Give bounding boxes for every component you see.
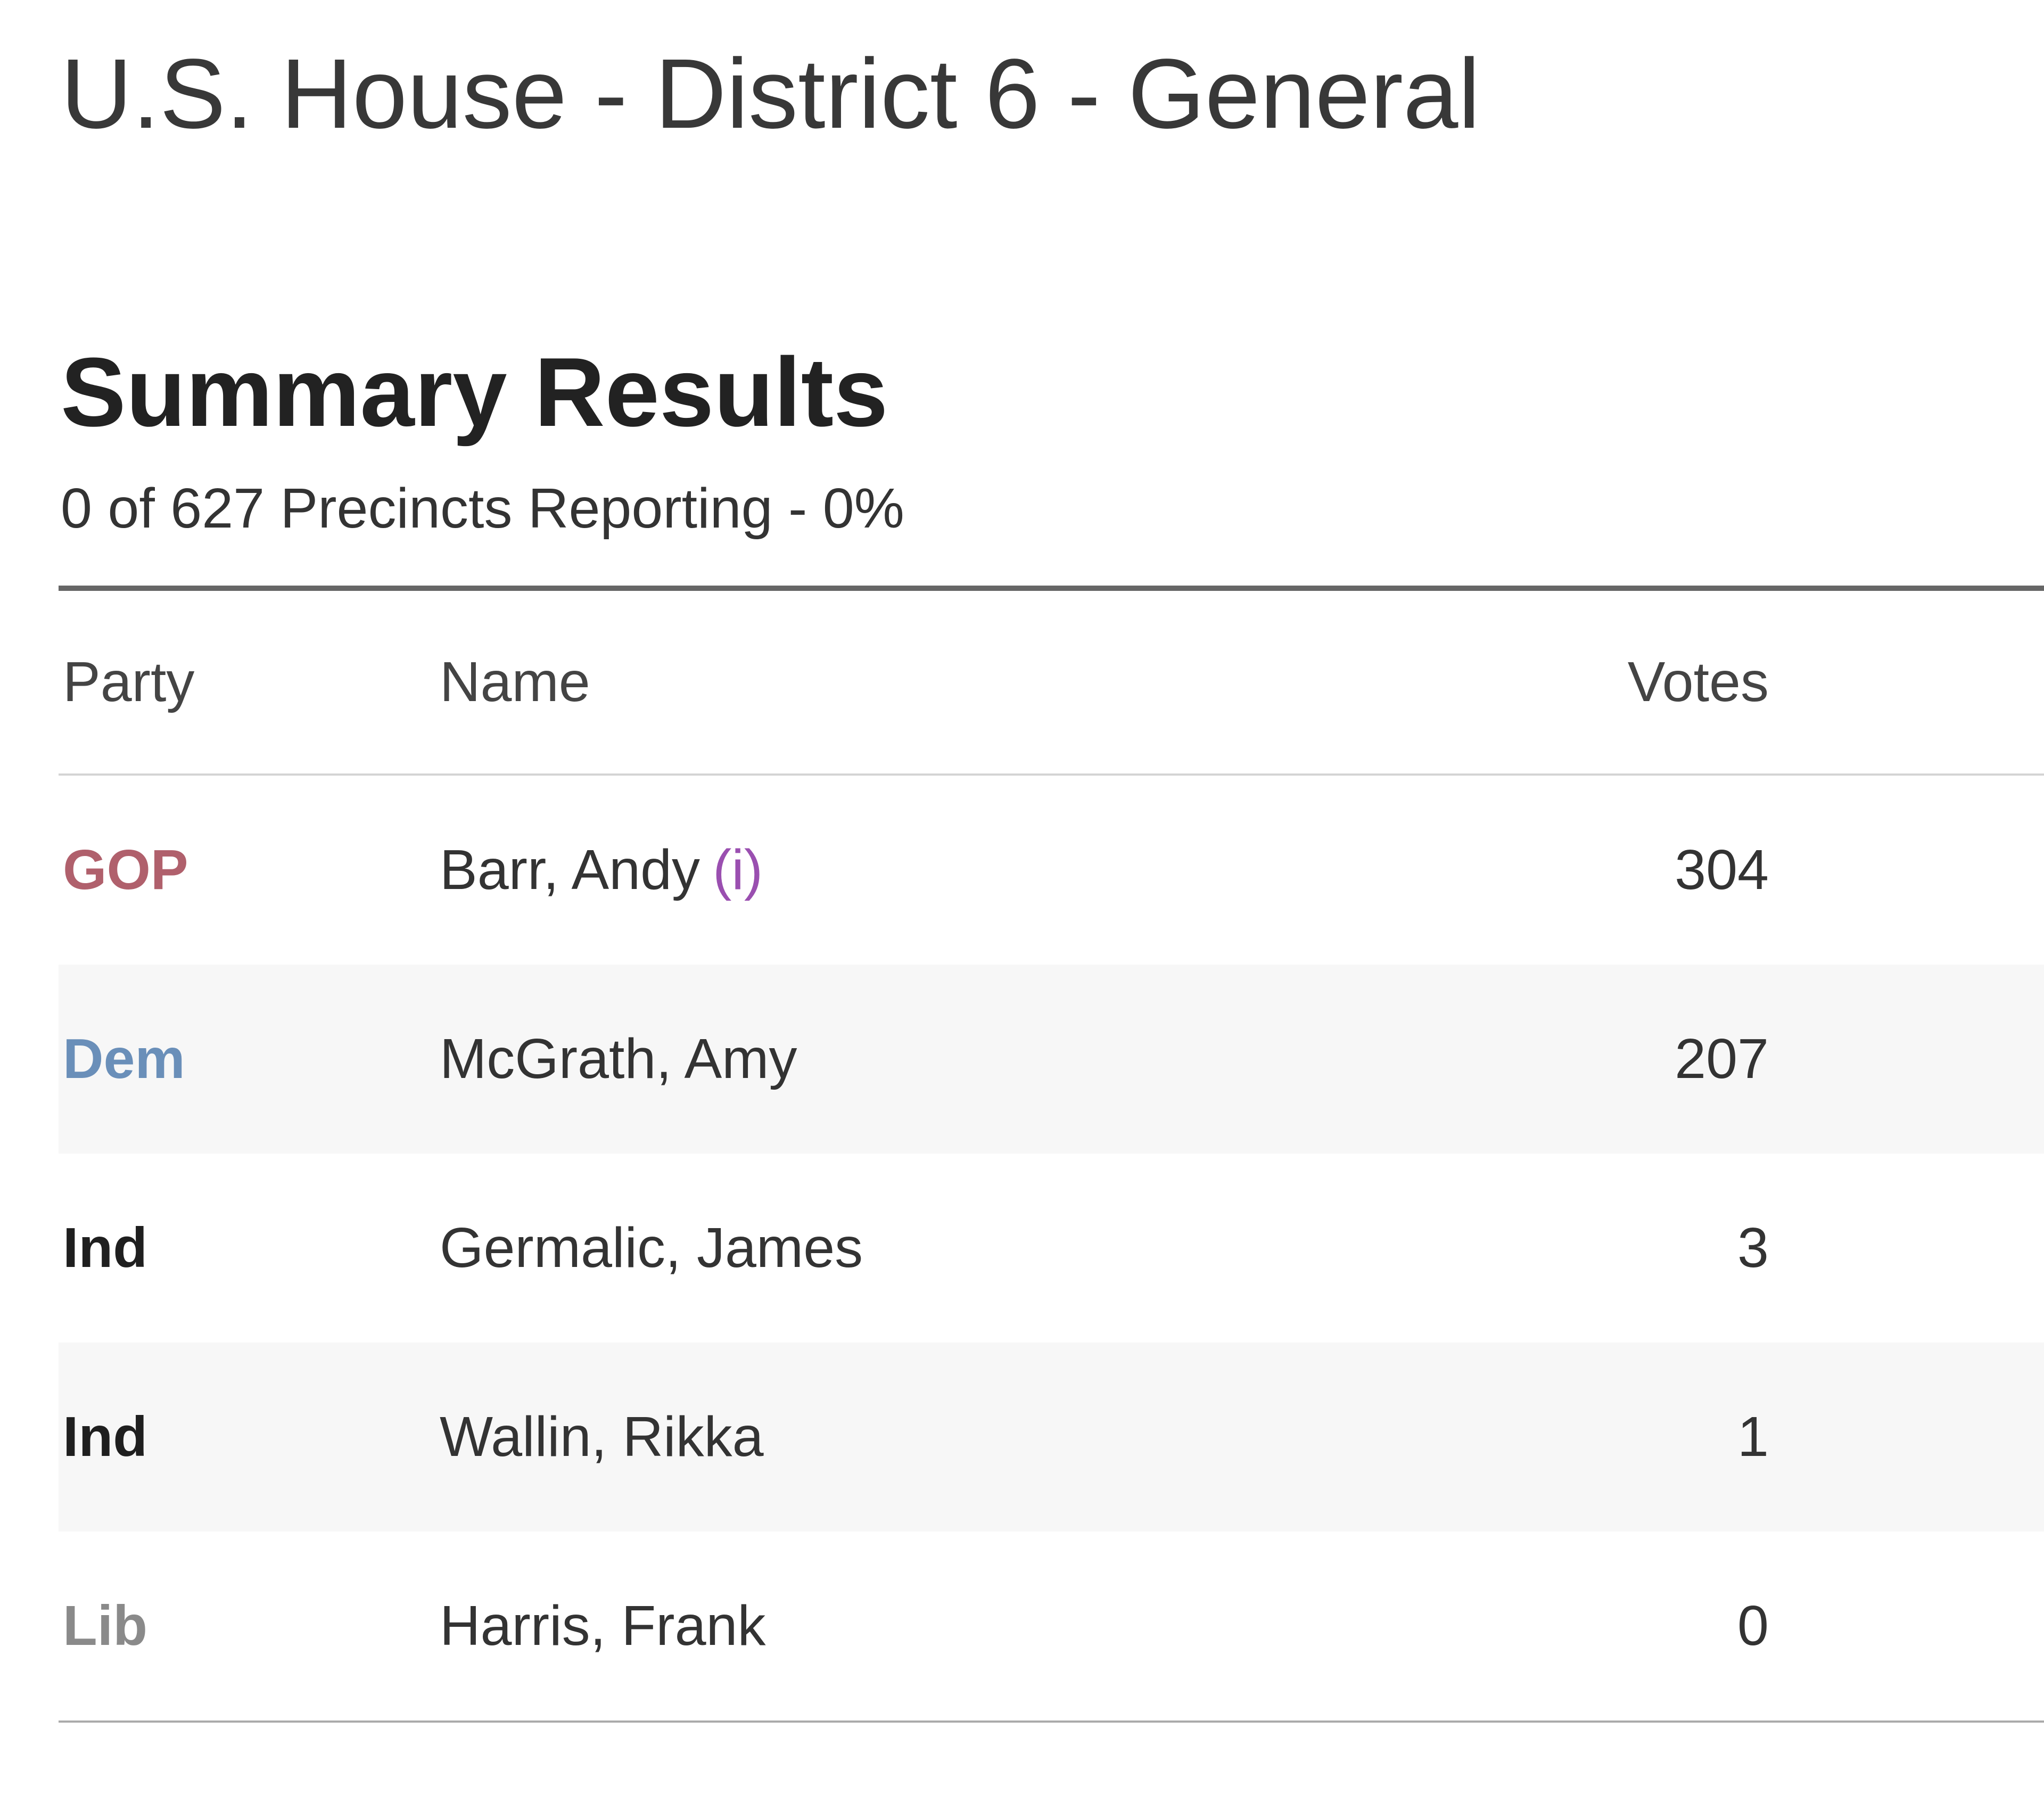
party: Ind: [63, 1405, 147, 1468]
column-header: Name: [440, 651, 590, 713]
result-row: Ind Wallin, Rikka 1: [59, 1343, 2044, 1532]
candidate-name: McGrath, Amy: [440, 1027, 797, 1090]
votes: 1: [1737, 1405, 1769, 1468]
summary-subtitle: 0 of 627 Precincts Reporting - 0%: [61, 477, 904, 540]
result-row: Dem McGrath, Amy 207: [59, 965, 2044, 1154]
candidate-name: Barr, Andy: [440, 838, 700, 901]
header-row: Party Name Votes: [59, 591, 2044, 776]
candidate-name: Wallin, Rikka: [440, 1405, 764, 1468]
party: Dem: [63, 1027, 185, 1090]
table-bottom-rule: [59, 1721, 2044, 1723]
votes: 304: [1675, 838, 1769, 901]
candidate-name: Germalic, James: [440, 1216, 863, 1279]
results-table: Party Name Votes GOP Barr, Andy (i) 304 Dem M…: [59, 586, 2044, 1723]
candidate-cell: Harris, Frank: [440, 1594, 1556, 1658]
summary-title: Summary Results: [61, 337, 888, 447]
column-header: Party: [63, 651, 195, 713]
incumbent-marker: (i): [713, 838, 763, 901]
party: Lib: [63, 1594, 147, 1657]
candidate-cell: McGrath, Amy: [440, 1027, 1556, 1091]
column-header: Votes: [1627, 651, 1769, 713]
candidate-cell: Germalic, James: [440, 1216, 1556, 1280]
votes: 0: [1737, 1594, 1769, 1657]
result-row: GOP Barr, Andy (i) 304: [59, 776, 2044, 965]
result-row: Lib Harris, Frank 0: [59, 1532, 2044, 1721]
page-title: U.S. House - District 6 - General: [61, 39, 1480, 149]
candidate-cell: Wallin, Rikka: [440, 1405, 1556, 1469]
candidate-name: Harris, Frank: [440, 1594, 766, 1657]
party: GOP: [63, 838, 188, 901]
votes: 3: [1737, 1216, 1769, 1279]
votes: 207: [1675, 1027, 1769, 1090]
candidate-cell: Barr, Andy (i): [440, 838, 1556, 902]
result-row: Ind Germalic, James 3: [59, 1154, 2044, 1343]
party: Ind: [63, 1216, 147, 1279]
